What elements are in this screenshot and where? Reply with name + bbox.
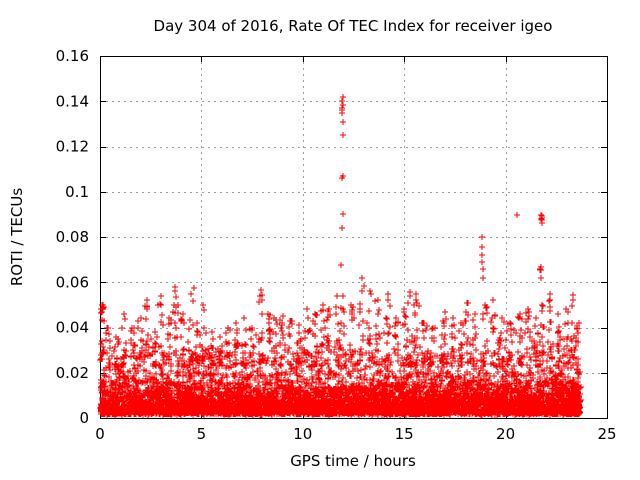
y-tick-label: 0.1 [65, 183, 89, 201]
tick-labels: 0 5 10 15 20 25 0 0.02 0.04 0.06 0.08 0.1 0.12 0.14 0.… [56, 47, 617, 443]
y-tick-label: 0.06 [56, 273, 89, 291]
x-tick-label: 20 [496, 425, 515, 443]
y-axis-label: ROTI / TECUs [8, 188, 26, 286]
x-tick-label: 5 [197, 425, 207, 443]
y-tick-label: 0.16 [56, 47, 89, 65]
chart-title: Day 304 of 2016, Rate Of TEC Index for r… [154, 17, 553, 35]
x-tick-label: 25 [597, 425, 616, 443]
scatter-points [97, 94, 584, 418]
y-tick-label: 0.04 [56, 319, 89, 337]
x-tick-label: 10 [293, 425, 312, 443]
scatter-points-layer [97, 94, 584, 418]
x-axis-label: GPS time / hours [290, 452, 416, 470]
y-tick-label: 0 [79, 409, 89, 427]
y-tick-label: 0.08 [56, 228, 89, 246]
y-tick-label: 0.14 [56, 92, 89, 110]
y-tick-label: 0.02 [56, 364, 89, 382]
x-tick-label: 0 [95, 425, 105, 443]
x-tick-label: 15 [395, 425, 414, 443]
y-tick-label: 0.12 [56, 138, 89, 156]
